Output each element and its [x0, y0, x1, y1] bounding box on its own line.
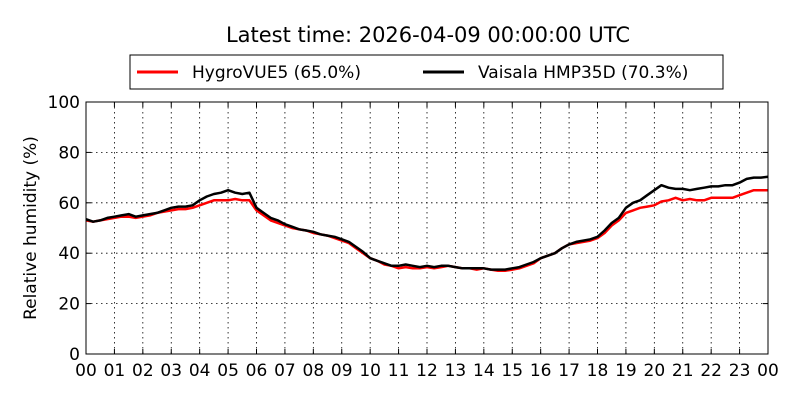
series-line-hygrovue5 — [85, 188, 768, 273]
x-tick-label: 16 — [530, 361, 552, 381]
y-tick-label: 40 — [58, 244, 80, 264]
legend: HygroVUE5 (65.0%) Vaisala HMP35D (70.3%) — [129, 54, 724, 90]
x-tick-label: 23 — [729, 361, 751, 381]
y-tick-label: 60 — [58, 194, 80, 214]
y-tick-label: 80 — [58, 143, 80, 163]
x-tick-label: 22 — [700, 361, 722, 381]
x-tick-label: 00 — [757, 361, 779, 381]
grid — [86, 102, 768, 354]
y-tick-label: 0 — [69, 345, 80, 365]
legend-label-vaisala: Vaisala HMP35D (70.3%) — [478, 63, 688, 83]
x-axis-ticks: 00 01 02 03 04 05 06 07 08 09 10 11 12 13 14 15 16 17 18 19… — [75, 102, 779, 381]
y-tick-label: 20 — [58, 295, 80, 315]
x-tick-label: 01 — [104, 361, 126, 381]
x-tick-label: 20 — [644, 361, 666, 381]
x-tick-label: 05 — [217, 361, 239, 381]
x-tick-label: 17 — [558, 361, 580, 381]
x-tick-label: 14 — [473, 361, 495, 381]
x-tick-label: 12 — [416, 361, 438, 381]
plot-frame — [85, 101, 769, 355]
chart-title: Latest time: 2026-04-09 00:00:00 UTC — [226, 23, 630, 47]
x-tick-label: 04 — [189, 361, 211, 381]
x-tick-label: 10 — [359, 361, 381, 381]
series-group — [85, 175, 769, 273]
x-tick-label: 09 — [331, 361, 353, 381]
series-line-vaisala — [85, 175, 769, 271]
x-tick-label: 15 — [501, 361, 523, 381]
legend-label-hygrovue5: HygroVUE5 (65.0%) — [192, 63, 361, 83]
y-axis-label: Relative humidity (%) — [21, 136, 41, 320]
x-tick-label: 03 — [160, 361, 182, 381]
x-tick-label: 21 — [672, 361, 694, 381]
x-tick-label: 13 — [445, 361, 467, 381]
x-tick-label: 11 — [388, 361, 410, 381]
x-tick-label: 06 — [246, 361, 268, 381]
x-tick-label: 00 — [75, 361, 97, 381]
x-tick-label: 18 — [587, 361, 609, 381]
y-tick-label: 100 — [48, 93, 80, 113]
x-tick-label: 07 — [274, 361, 296, 381]
x-tick-label: 19 — [615, 361, 637, 381]
x-tick-label: 02 — [132, 361, 154, 381]
x-tick-label: 08 — [303, 361, 325, 381]
